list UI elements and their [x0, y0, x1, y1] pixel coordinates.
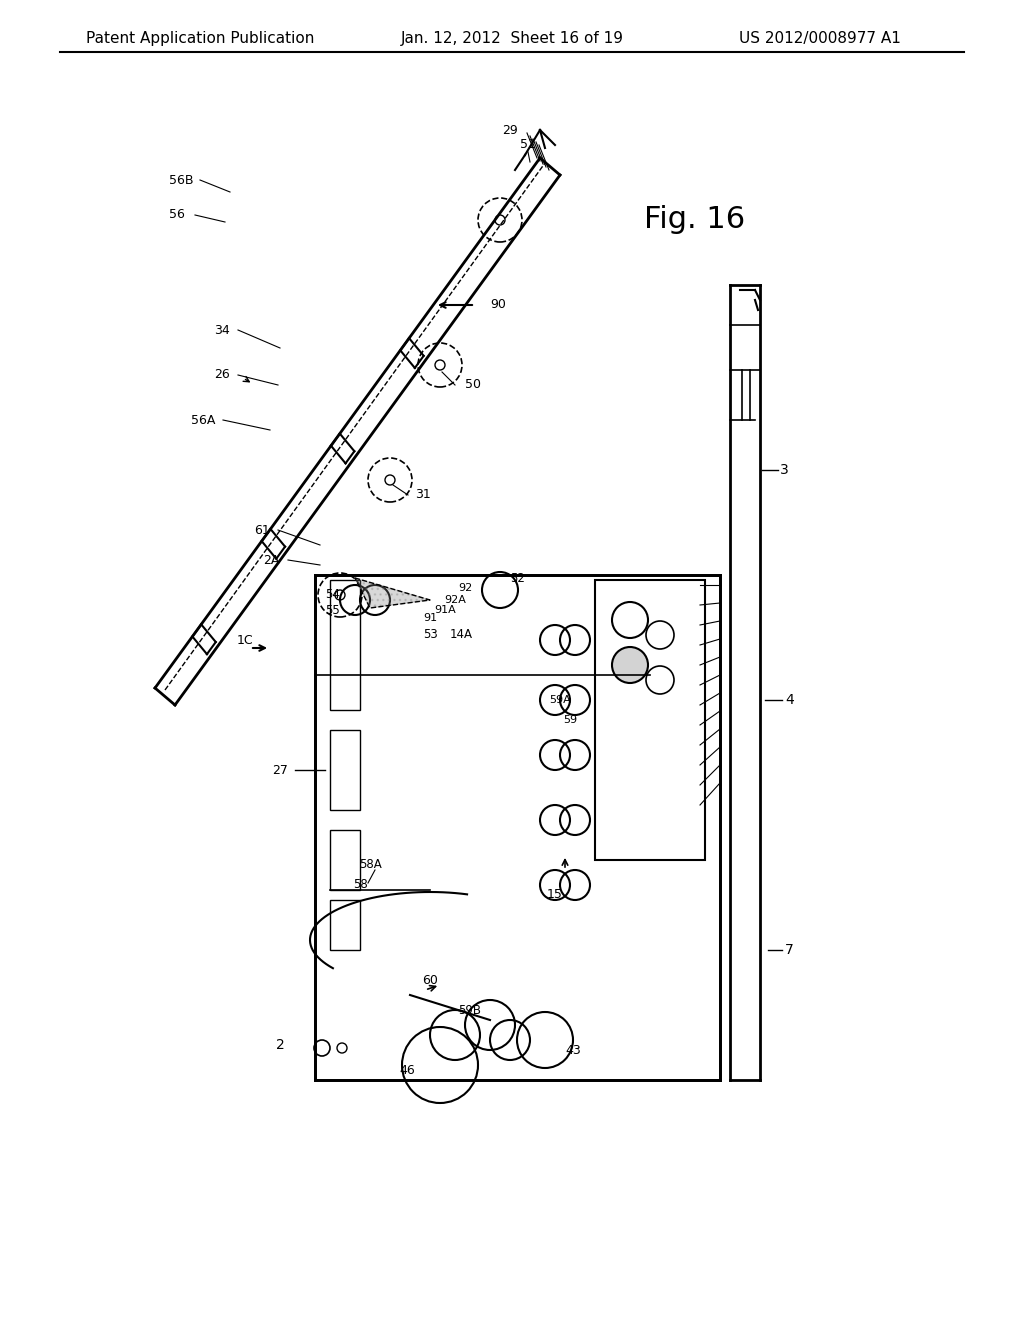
Bar	[330, 900, 360, 950]
Text: 60: 60	[422, 974, 438, 986]
Text: 59A: 59A	[549, 696, 570, 705]
Text: Fig. 16: Fig. 16	[644, 206, 745, 235]
Text: 90: 90	[490, 298, 506, 312]
Text: 26: 26	[214, 368, 230, 381]
Circle shape	[612, 647, 648, 682]
Text: 2: 2	[276, 1038, 285, 1052]
Text: 58: 58	[352, 879, 368, 891]
Text: 29: 29	[502, 124, 518, 136]
Text: 91A: 91A	[434, 605, 456, 615]
Text: 50: 50	[465, 379, 481, 392]
Text: Jan. 12, 2012  Sheet 16 of 19: Jan. 12, 2012 Sheet 16 of 19	[400, 30, 624, 45]
Bar	[330, 830, 360, 890]
Text: 7: 7	[785, 942, 794, 957]
Text: 92: 92	[458, 583, 472, 593]
Text: 56: 56	[169, 209, 185, 222]
Text: 59B: 59B	[459, 1003, 481, 1016]
Text: 58A: 58A	[358, 858, 381, 871]
Text: 53: 53	[423, 628, 437, 642]
Text: 46: 46	[399, 1064, 415, 1077]
Text: 51: 51	[520, 139, 536, 152]
Text: 91: 91	[423, 612, 437, 623]
Text: 15: 15	[547, 888, 563, 902]
Polygon shape	[355, 578, 430, 609]
Text: 52: 52	[510, 572, 525, 585]
Text: 59: 59	[563, 715, 578, 725]
Text: 61: 61	[254, 524, 270, 536]
Bar	[330, 579, 360, 710]
Text: 2A: 2A	[263, 553, 280, 566]
Text: 92A: 92A	[444, 595, 466, 605]
Text: 54: 54	[326, 589, 340, 602]
Text: 3: 3	[780, 463, 788, 477]
Bar	[315, 576, 720, 1080]
Text: 14A: 14A	[450, 628, 473, 642]
Text: Patent Application Publication: Patent Application Publication	[86, 30, 314, 45]
Bar	[595, 579, 705, 861]
Text: 55: 55	[326, 603, 340, 616]
Text: US 2012/0008977 A1: US 2012/0008977 A1	[739, 30, 901, 45]
Text: 31: 31	[415, 488, 431, 502]
Text: 56B: 56B	[169, 173, 193, 186]
Text: 56A: 56A	[190, 413, 215, 426]
Text: 34: 34	[214, 323, 230, 337]
Text: 43: 43	[565, 1044, 581, 1056]
Text: 1C: 1C	[237, 634, 253, 647]
Bar	[330, 730, 360, 810]
Text: 27: 27	[272, 763, 288, 776]
Text: 4: 4	[785, 693, 794, 708]
